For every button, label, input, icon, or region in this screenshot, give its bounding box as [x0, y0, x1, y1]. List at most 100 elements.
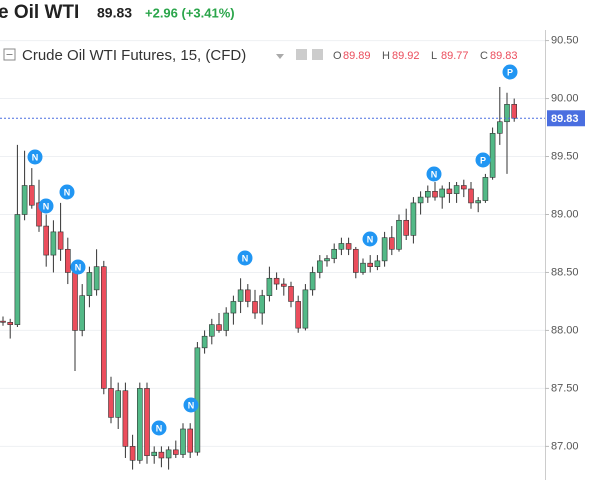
candle-body	[496, 121, 503, 134]
candle-body	[295, 301, 302, 329]
candle-body	[108, 388, 114, 418]
candle-body	[93, 266, 100, 291]
candle-body	[209, 324, 215, 337]
candle-body	[381, 237, 388, 262]
candle-body	[288, 286, 294, 302]
candle-body	[489, 133, 496, 178]
candles	[0, 86, 518, 470]
header-bg	[0, 0, 545, 30]
event-label: P	[480, 155, 486, 165]
candle-body	[432, 191, 438, 198]
dropdown-arrow[interactable]	[276, 54, 284, 59]
candle-body	[129, 446, 136, 461]
candle-body	[338, 243, 345, 250]
price-axis: 90.50 90.00 89.50 89.00 88.50 88.00 87.50 87.00…	[545, 34, 585, 452]
symbol: e Oil WTI	[0, 2, 79, 23]
event-marker[interactable]	[502, 64, 518, 80]
candle-body	[360, 262, 366, 273]
overlay: N N N N N N N N N P P	[0, 64, 545, 436]
ohlc-label: L	[431, 50, 437, 62]
candle-body	[36, 202, 42, 227]
candle-body	[468, 188, 474, 204]
series-title: Crude Oil WTI Futures, 15, (CFD)	[22, 47, 246, 64]
event-marker[interactable]	[27, 149, 43, 165]
candle-body	[79, 295, 85, 331]
candle-body	[151, 451, 157, 456]
y-tick-label: 87.00	[551, 440, 579, 452]
event-marker[interactable]	[70, 259, 86, 275]
grid	[0, 40, 545, 447]
candle-body	[7, 322, 13, 325]
candle-body	[324, 258, 330, 262]
event-label: N	[156, 423, 163, 433]
candle-body	[280, 283, 287, 287]
candle-body	[316, 260, 323, 273]
y-tick-label: 89.50	[551, 150, 579, 162]
ohlc-value: 89.83	[490, 50, 518, 62]
event-marker[interactable]	[362, 231, 378, 247]
event-marker[interactable]	[59, 184, 75, 200]
y-tick-label: 90.50	[551, 34, 579, 46]
candle-body	[410, 202, 417, 236]
candle-body	[158, 451, 165, 459]
candle-body	[230, 301, 237, 314]
candle-body	[21, 185, 28, 215]
event-marker[interactable]	[475, 152, 491, 168]
candle-body	[417, 196, 424, 204]
candle-body	[446, 188, 453, 194]
event-label: P	[507, 67, 513, 77]
candle-body	[460, 185, 467, 190]
candle-body	[201, 335, 208, 349]
candle-body	[14, 214, 21, 325]
eye-icon[interactable]	[296, 49, 307, 60]
y-tick-label: 88.00	[551, 324, 579, 336]
candle-body	[115, 390, 121, 418]
y-tick-label: 90.00	[551, 92, 579, 104]
settings-icon[interactable]	[312, 49, 323, 60]
y-tick-label: 89.00	[551, 208, 579, 220]
candle-body	[345, 243, 352, 250]
y-tick-label: 87.50	[551, 382, 579, 394]
candle-body	[331, 248, 338, 259]
event-marker[interactable]	[426, 166, 442, 182]
candle-body	[180, 428, 186, 455]
candle-body	[396, 219, 402, 250]
event-marker[interactable]	[183, 397, 199, 413]
candle-body	[475, 200, 482, 204]
ohlc-label: C	[480, 50, 488, 62]
event-marker[interactable]	[38, 198, 54, 214]
collapse-icon[interactable]	[3, 48, 16, 61]
candle-body	[259, 295, 266, 314]
ohlc-label: H	[382, 50, 390, 62]
candle-body	[223, 312, 229, 331]
ohlc-value: 89.92	[392, 50, 420, 62]
candle-body	[352, 248, 359, 273]
last-price-box	[547, 110, 585, 127]
candle-body	[511, 104, 518, 119]
change: +2.96 (+3.41%)	[145, 5, 235, 20]
ohlc-value: 89.89	[343, 50, 371, 62]
event-label: N	[367, 234, 374, 244]
event-label: N	[75, 262, 82, 272]
candle-body	[43, 225, 50, 256]
event-label: N	[43, 201, 50, 211]
event-marker[interactable]	[237, 250, 253, 266]
candle-body	[101, 266, 107, 389]
candle-body	[453, 185, 460, 194]
ohlc-value: 89.77	[441, 50, 469, 62]
candle-body	[374, 260, 381, 267]
candle-body	[252, 301, 258, 314]
candle-body	[388, 237, 395, 250]
event-label: N	[64, 187, 71, 197]
event-label: N	[242, 253, 249, 263]
candle-body	[187, 428, 193, 453]
ohlc-legend: O 89.89 H 89.92 L 89.77 C 89.83	[333, 50, 518, 62]
ohlc-label: O	[333, 50, 342, 62]
candle-body	[137, 388, 143, 461]
candle-body	[302, 289, 309, 329]
candle-body	[273, 277, 280, 285]
candle-body	[65, 248, 71, 273]
event-marker[interactable]	[151, 420, 167, 436]
